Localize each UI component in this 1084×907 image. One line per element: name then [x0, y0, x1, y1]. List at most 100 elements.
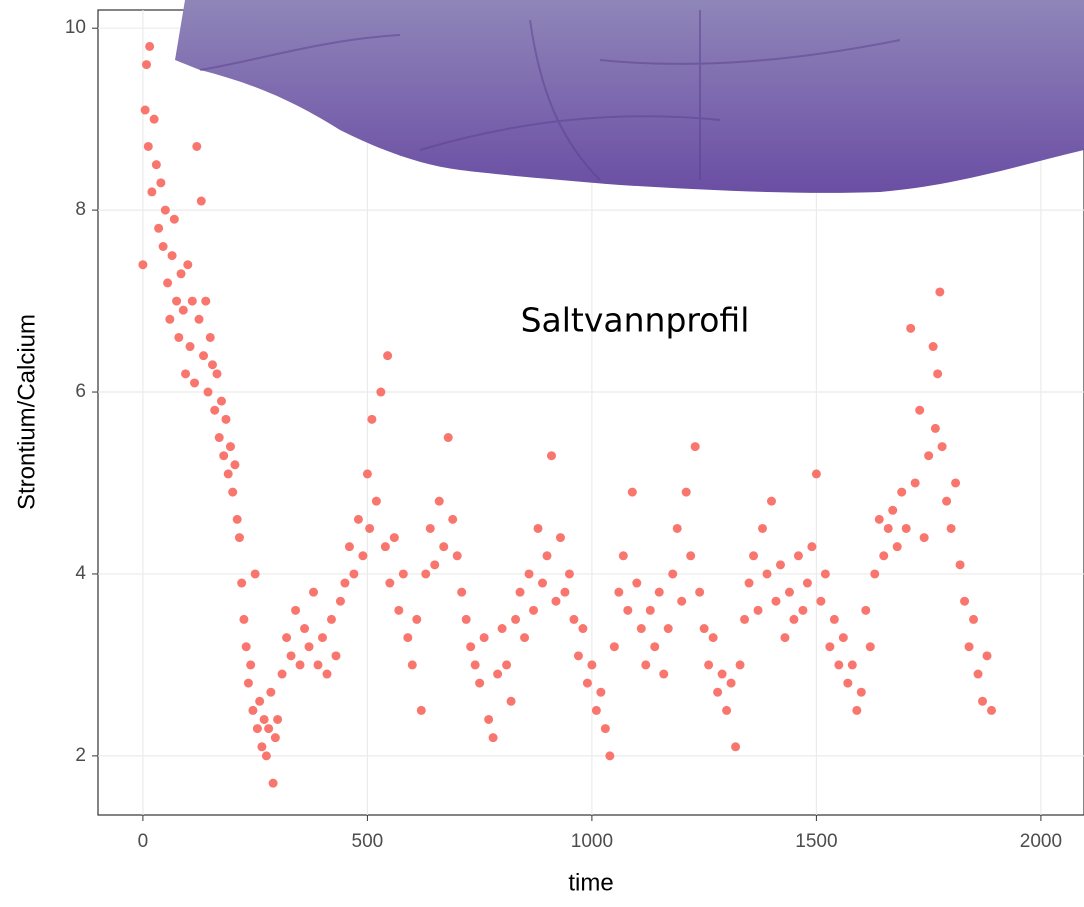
point	[407, 660, 417, 670]
point	[964, 642, 974, 652]
point	[960, 596, 970, 606]
point	[951, 478, 961, 488]
point	[627, 487, 637, 497]
point	[322, 669, 332, 679]
point	[816, 596, 826, 606]
point	[847, 660, 857, 670]
point	[371, 496, 381, 506]
point	[190, 378, 200, 388]
point	[681, 487, 691, 497]
point	[252, 724, 262, 734]
point	[888, 505, 898, 515]
point	[672, 523, 682, 533]
point	[695, 587, 705, 597]
point	[439, 542, 449, 552]
point	[143, 141, 153, 151]
point	[266, 687, 276, 697]
point	[174, 332, 184, 342]
point	[479, 633, 489, 643]
point	[192, 141, 202, 151]
point	[798, 605, 808, 615]
point	[257, 742, 267, 752]
point	[578, 624, 588, 634]
point	[641, 660, 651, 670]
point	[897, 487, 907, 497]
point	[663, 624, 673, 634]
point	[196, 196, 206, 206]
point	[383, 351, 393, 361]
point	[924, 451, 934, 461]
point	[524, 569, 534, 579]
point	[255, 696, 265, 706]
x-tick-label: 0	[138, 831, 149, 852]
point	[365, 523, 375, 533]
point	[201, 296, 211, 306]
point	[430, 560, 440, 570]
point	[906, 323, 916, 333]
point	[412, 614, 422, 624]
point	[654, 587, 664, 597]
point	[219, 451, 229, 461]
point	[852, 705, 862, 715]
point	[181, 369, 191, 379]
point	[475, 678, 485, 688]
point	[973, 669, 983, 679]
point	[704, 660, 714, 670]
point	[538, 578, 548, 588]
point	[668, 569, 678, 579]
point	[766, 496, 776, 506]
point	[295, 660, 305, 670]
point	[156, 178, 166, 188]
annotation: Saltvannprofil	[521, 301, 750, 340]
point	[187, 296, 197, 306]
point	[722, 705, 732, 715]
point	[780, 633, 790, 643]
point	[243, 678, 253, 688]
point	[457, 587, 467, 597]
x-tick-label: 1500	[795, 831, 837, 852]
point	[203, 387, 213, 397]
point	[910, 478, 920, 488]
point	[234, 533, 244, 543]
point	[609, 642, 619, 652]
point	[564, 569, 574, 579]
point	[546, 451, 556, 461]
point	[506, 696, 516, 706]
point	[605, 751, 615, 761]
point	[237, 578, 247, 588]
point	[497, 624, 507, 634]
point	[331, 651, 341, 661]
point	[443, 433, 453, 443]
point	[865, 642, 875, 652]
point	[915, 405, 925, 415]
point	[398, 569, 408, 579]
point	[731, 742, 741, 752]
point	[221, 414, 231, 424]
x-tick-label: 500	[352, 831, 384, 852]
point	[614, 587, 624, 597]
point	[726, 678, 736, 688]
point	[169, 214, 179, 224]
point	[484, 714, 494, 724]
y-axis-title: Strontium/Calcium	[13, 314, 40, 510]
y-tick-label: 6	[75, 381, 86, 402]
point	[421, 569, 431, 579]
point	[919, 533, 929, 543]
point	[149, 114, 159, 124]
point	[344, 542, 354, 552]
point	[385, 578, 395, 588]
point	[176, 269, 186, 279]
point	[349, 569, 359, 579]
point	[452, 551, 462, 561]
point	[551, 596, 561, 606]
point	[569, 614, 579, 624]
point	[216, 396, 226, 406]
point	[623, 605, 633, 615]
point	[555, 533, 565, 543]
point	[870, 569, 880, 579]
point	[403, 633, 413, 643]
point	[861, 605, 871, 615]
point	[740, 614, 750, 624]
point	[987, 705, 997, 715]
